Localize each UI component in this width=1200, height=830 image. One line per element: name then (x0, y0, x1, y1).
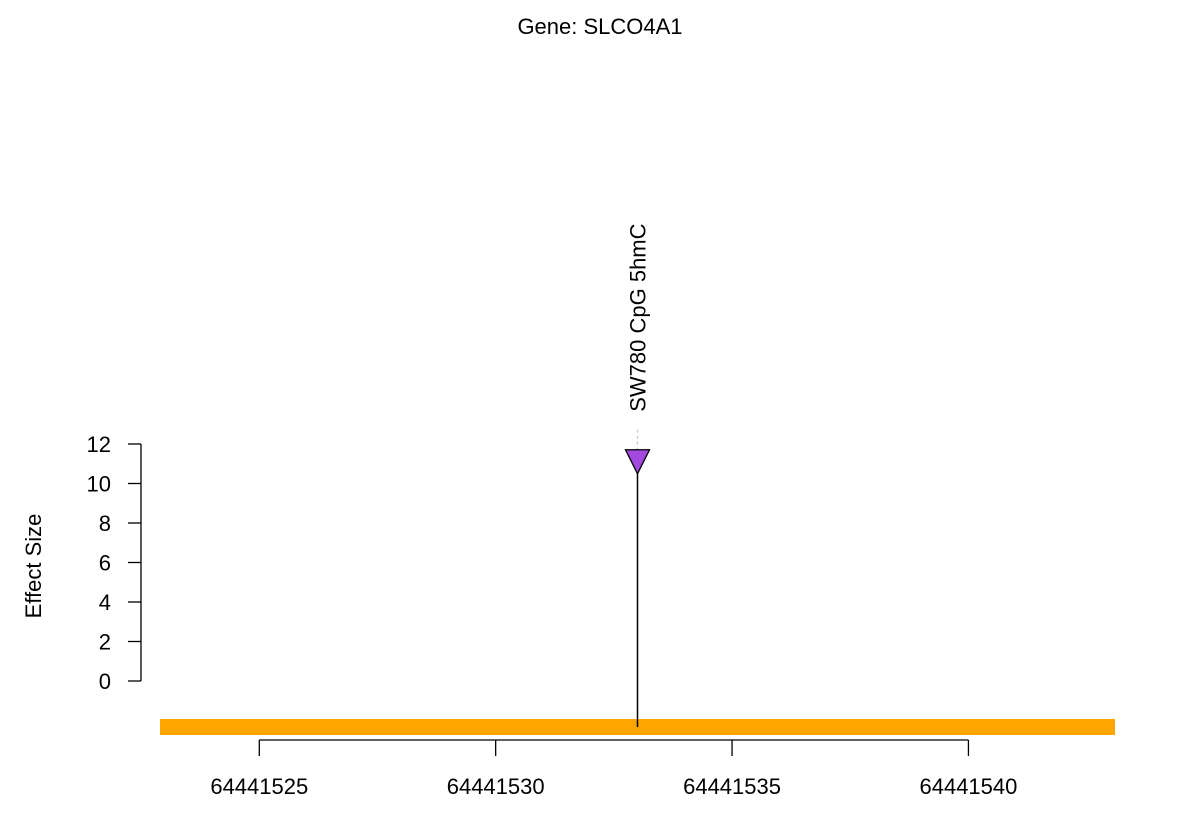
points-layer: SW780 CpG 5hmC (624, 223, 651, 727)
y-axis: 0 2 4 6 8 10 12 (87, 432, 142, 694)
x-tick-label: 64441540 (919, 774, 1017, 799)
y-tick-label: 8 (99, 511, 111, 536)
y-tick-label: 0 (99, 669, 111, 694)
x-tick-label: 64441535 (683, 774, 781, 799)
y-tick-label: 4 (99, 590, 111, 615)
y-tick-label: 10 (87, 472, 111, 497)
chart-title: Gene: SLCO4A1 (517, 14, 682, 39)
x-tick-label: 64441525 (210, 774, 308, 799)
x-tick-label: 64441530 (447, 774, 545, 799)
point-label: SW780 CpG 5hmC (626, 223, 651, 411)
y-tick-label: 12 (87, 432, 111, 457)
y-tick-label: 6 (99, 551, 111, 576)
y-tick-label: 2 (99, 630, 111, 655)
point-marker (624, 449, 651, 476)
x-axis: 64441525 64441530 64441535 64441540 (210, 739, 1017, 799)
y-axis-label: Effect Size (21, 514, 46, 619)
